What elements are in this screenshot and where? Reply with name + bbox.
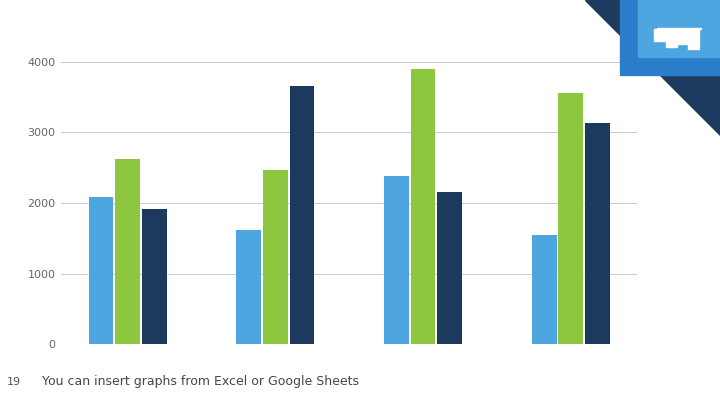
Bar <box>657 28 701 29</box>
Bar <box>532 235 557 344</box>
Bar <box>620 0 720 75</box>
Bar <box>654 29 665 41</box>
Bar <box>638 0 720 57</box>
Bar <box>437 192 462 344</box>
Text: 19: 19 <box>7 377 21 387</box>
Bar <box>688 29 698 49</box>
Bar <box>585 123 610 344</box>
Bar <box>678 29 688 44</box>
Bar <box>236 230 261 344</box>
Bar <box>142 209 166 344</box>
Bar <box>666 29 677 47</box>
Bar <box>115 159 140 344</box>
Bar <box>289 86 315 344</box>
Bar <box>263 171 288 344</box>
Bar <box>384 176 409 344</box>
Bar <box>89 197 114 344</box>
Bar <box>410 69 436 344</box>
Text: You can insert graphs from Excel or Google Sheets: You can insert graphs from Excel or Goog… <box>42 375 359 388</box>
Bar <box>0 358 28 405</box>
Polygon shape <box>585 0 720 135</box>
Bar <box>559 93 583 344</box>
